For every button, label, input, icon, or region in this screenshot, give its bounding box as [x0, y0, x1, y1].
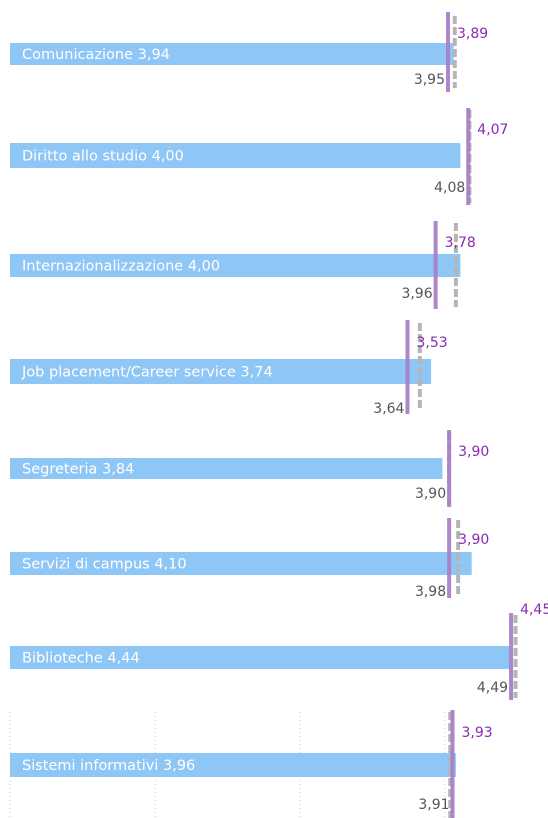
row-5-bar — [10, 552, 472, 575]
row-2-bar-label: Internazionalizzazione 4,00 — [22, 259, 220, 275]
row-4-grey-label: 3,90 — [415, 486, 446, 502]
row-7-bar-label: Sistemi informativi 3,96 — [22, 758, 195, 774]
row-4-bar — [10, 458, 443, 479]
row-2-purple-label: 3,78 — [445, 235, 476, 251]
row-0-purple-label: 3,89 — [457, 26, 488, 42]
row-4-bar-label: Segreteria 3,84 — [22, 462, 134, 478]
row-2-grey-label: 3,96 — [401, 286, 432, 302]
row-0-bar-label: Comunicazione 3,94 — [22, 47, 170, 63]
row-3-bar — [10, 359, 432, 384]
row-7-bar — [10, 753, 456, 777]
row-1-bar-label: Diritto allo studio 4,00 — [22, 149, 184, 165]
row-3-purple-label: 3,53 — [416, 335, 447, 351]
row-3-grey-label: 3,64 — [373, 401, 404, 417]
row-2-bar — [10, 254, 461, 277]
row-6-purple-label: 4,45 — [520, 602, 548, 618]
row-1-grey-label: 4,08 — [434, 180, 465, 196]
row-7-purple-label: 3,93 — [462, 725, 493, 741]
row-4-purple-label: 3,90 — [458, 444, 489, 460]
row-1-bar — [10, 143, 461, 168]
row-5-grey-label: 3,98 — [415, 584, 446, 600]
row-1-purple-label: 4,07 — [477, 122, 508, 138]
row-6-grey-label: 4,49 — [477, 680, 508, 696]
row-0-bar — [10, 43, 454, 65]
row-5-purple-label: 3,90 — [458, 532, 489, 548]
row-6-bar-label: Biblioteche 4,44 — [22, 651, 140, 667]
row-5-bar-label: Servizi di campus 4,10 — [22, 557, 187, 573]
row-3-bar-label: Job placement/Career service 3,74 — [21, 365, 273, 381]
row-6-bar — [10, 646, 510, 669]
row-0-grey-label: 3,95 — [414, 72, 445, 88]
row-7-grey-label: 3,91 — [418, 797, 449, 813]
